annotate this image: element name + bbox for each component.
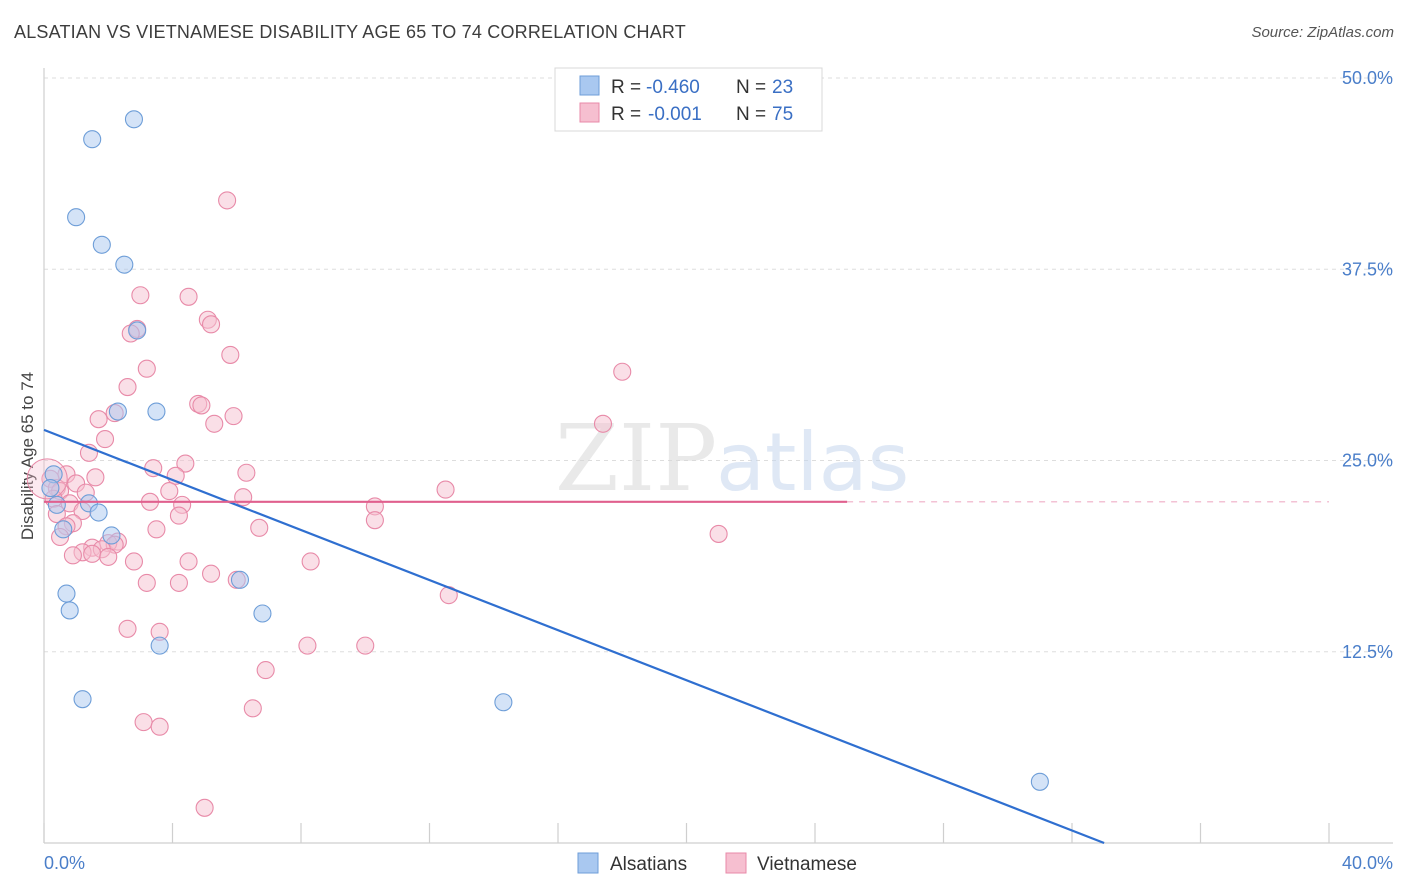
vietnamese-point: [436, 480, 455, 499]
legend-vietnamese-swatch: [725, 852, 747, 874]
vietnamese-point: [298, 636, 317, 655]
vietnamese-point: [365, 511, 384, 530]
alsatians-point: [60, 601, 79, 620]
alsatians-point: [253, 604, 272, 623]
vietnamese-point: [593, 414, 613, 433]
alsatians-point: [115, 255, 134, 274]
y-axis-label: Disability Age 65 to 74: [18, 372, 37, 540]
vietnamese-point: [179, 287, 198, 306]
vietnamese-point: [137, 573, 156, 592]
grid-lines: [44, 77, 1393, 653]
alsatians-point: [108, 402, 127, 421]
vietnamese-point: [613, 362, 632, 381]
vietnamese-point: [137, 359, 156, 378]
watermark: ZIP atlas: [555, 405, 909, 512]
alsatians-r-value: -0.460: [646, 77, 700, 98]
vietnamese-r-value: -0.001: [648, 104, 702, 125]
vietnamese-point: [256, 661, 275, 680]
vietnamese-point: [243, 699, 262, 718]
vietnamese-point: [250, 518, 269, 537]
vietnamese-point: [224, 407, 243, 426]
x-tick-label-max: 40.0%: [1342, 853, 1393, 873]
vietnamese-n-value: 75: [772, 104, 793, 125]
y-tick-label: 37.5%: [1342, 259, 1393, 279]
vietnamese-point: [234, 488, 253, 507]
vietnamese-swatch: [579, 102, 600, 123]
stats-legend: R = -0.460 N = 23 R = -0.001 N = 75: [554, 67, 823, 132]
legend-vietnamese-label: Vietnamese: [757, 854, 857, 875]
vietnamese-point: [237, 463, 256, 482]
alsatians-trend-line: [43, 428, 1105, 845]
alsatians-point: [124, 110, 143, 129]
vietnamese-point: [195, 798, 214, 817]
y-tick-label: 12.5%: [1342, 642, 1393, 662]
source-label: Source: ZipAtlas.com: [1251, 24, 1394, 41]
alsatians-points: [41, 110, 1049, 791]
y-tick-labels: 12.5% 25.0% 37.5% 50.0%: [1342, 68, 1393, 662]
series-legend: Alsatians Vietnamese: [577, 852, 857, 875]
vietnamese-point: [205, 414, 224, 433]
vietnamese-point: [134, 713, 153, 732]
vietnamese-points: [26, 191, 728, 817]
vietnamese-n-label: N =: [736, 104, 766, 125]
y-tick-label: 25.0%: [1342, 451, 1393, 471]
vietnamese-point: [99, 547, 118, 566]
vietnamese-point: [118, 619, 137, 638]
alsatians-n-value: 23: [772, 77, 793, 98]
alsatians-point: [147, 402, 166, 421]
vietnamese-point: [169, 506, 188, 525]
vietnamese-point: [83, 544, 102, 563]
vietnamese-point: [202, 564, 221, 583]
vietnamese-point: [192, 396, 211, 415]
vietnamese-r-label: R =: [611, 104, 641, 125]
vietnamese-point: [218, 191, 237, 210]
alsatians-point: [1030, 772, 1049, 791]
alsatians-point: [230, 570, 250, 589]
vietnamese-point: [179, 552, 198, 571]
vietnamese-point: [356, 636, 375, 655]
alsatians-point: [57, 584, 76, 603]
alsatians-point: [102, 526, 121, 545]
vietnamese-point: [95, 430, 115, 449]
alsatians-point: [150, 636, 169, 655]
alsatians-point: [47, 495, 66, 514]
vietnamese-point: [221, 345, 240, 364]
alsatians-point: [128, 321, 147, 340]
vietnamese-point: [118, 378, 137, 397]
vietnamese-point: [202, 315, 221, 334]
legend-alsatians-swatch: [577, 852, 599, 874]
alsatians-swatch: [579, 75, 600, 96]
alsatians-n-label: N =: [736, 77, 766, 98]
vietnamese-point: [301, 552, 320, 571]
x-tick-marks: [43, 823, 1330, 843]
vietnamese-point: [160, 482, 179, 501]
alsatians-point: [54, 520, 73, 539]
chart-title: ALSATIAN VS VIETNAMESE DISABILITY AGE 65…: [14, 22, 687, 42]
trend-lines: [43, 428, 1329, 845]
alsatians-point: [89, 503, 108, 522]
alsatians-point: [67, 208, 86, 227]
vietnamese-point: [147, 520, 166, 539]
vietnamese-point: [86, 468, 105, 487]
vietnamese-point: [150, 717, 169, 736]
legend-alsatians-label: Alsatians: [610, 854, 687, 875]
x-tick-label-min: 0.0%: [44, 853, 85, 873]
alsatians-point: [494, 693, 513, 712]
vietnamese-point: [89, 410, 108, 429]
vietnamese-point: [124, 552, 143, 571]
alsatians-point: [92, 235, 111, 254]
vietnamese-point: [176, 454, 195, 473]
vietnamese-point: [63, 546, 82, 565]
alsatians-point: [83, 130, 102, 149]
vietnamese-point: [709, 524, 728, 543]
watermark-zip: ZIP: [555, 405, 717, 512]
alsatians-point: [73, 690, 92, 709]
watermark-atlas: atlas: [716, 416, 909, 509]
y-tick-label: 50.0%: [1342, 68, 1393, 88]
vietnamese-point: [131, 286, 150, 305]
alsatians-point: [41, 478, 60, 498]
vietnamese-point: [169, 573, 188, 592]
alsatians-r-label: R =: [611, 77, 641, 98]
